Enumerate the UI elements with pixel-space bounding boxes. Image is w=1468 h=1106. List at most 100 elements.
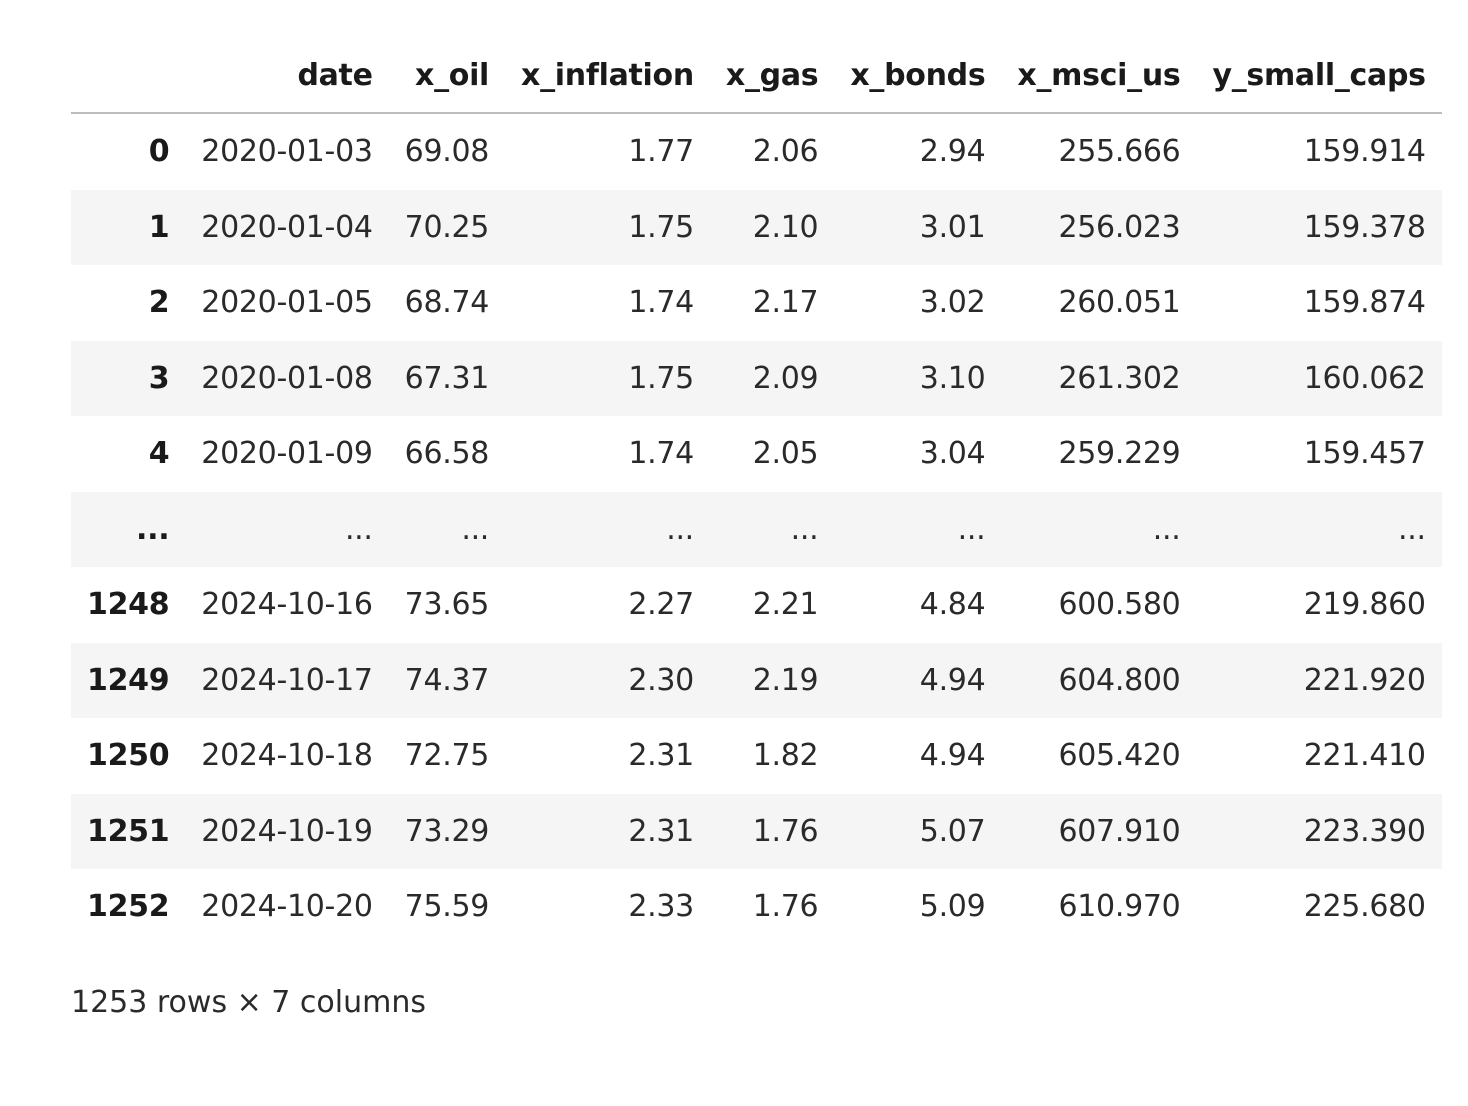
cell-x-bonds: 4.84 [919, 587, 986, 623]
cell-x-oil: 74.37 [404, 662, 490, 698]
cell-x-gas: 2.10 [752, 209, 819, 245]
cell-x-msci-us: 255.666 [1058, 134, 1181, 170]
cell-x-msci-us: 259.229 [1058, 436, 1181, 472]
cell-x-bonds: 3.04 [919, 436, 986, 472]
cell-y-small-caps: ... [1397, 511, 1426, 547]
cell-x-oil: 73.65 [404, 587, 490, 623]
cell-x-inflation: 2.33 [628, 889, 694, 925]
cell-x-inflation: 1.74 [628, 436, 694, 472]
table-body: 0 2020-01-03 69.08 1.77 2.06 2.94 255.666 159.9… [71, 113, 1442, 945]
cell-x-gas: ... [790, 511, 819, 547]
table-row-ellipsis: ........................ [71, 491, 1442, 567]
cell-x-oil: 66.58 [404, 436, 490, 472]
cell-x-gas: 2.21 [752, 587, 819, 623]
cell-y-small-caps: 160.062 [1303, 360, 1426, 396]
cell-x-inflation: 1.77 [628, 134, 694, 170]
cell-date: 2020-01-03 [201, 134, 373, 170]
cell-x-oil: 70.25 [404, 209, 490, 245]
cell-x-msci-us: ... [1152, 511, 1181, 547]
cell-x-bonds: ... [957, 511, 986, 547]
table-row: 0 2020-01-03 69.08 1.77 2.06 2.94 255.666 159.9… [71, 113, 1442, 190]
cell-x-gas: 1.82 [752, 738, 819, 774]
cell-date: 2020-01-04 [201, 209, 373, 245]
cell-date: 2020-01-09 [201, 436, 373, 472]
cell-x-oil: 69.08 [404, 134, 490, 170]
cell-x-msci-us: 605.420 [1058, 738, 1181, 774]
cell-x-gas: 2.06 [752, 134, 819, 170]
cell-x-inflation: 1.75 [628, 360, 694, 396]
cell-date: 2024-10-17 [201, 662, 373, 698]
cell-y-small-caps: 221.920 [1303, 662, 1426, 698]
cell-date: ... [344, 511, 373, 547]
cell-x-bonds: 5.09 [919, 889, 986, 925]
cell-x-bonds: 2.94 [919, 134, 986, 170]
cell-x-inflation: 2.31 [628, 813, 694, 849]
cell-x-inflation: 1.74 [628, 285, 694, 321]
dataframe-output: date x_oil x_inflation x_gas x_bonds x_m… [71, 38, 1442, 945]
cell-y-small-caps: 221.410 [1303, 738, 1426, 774]
cell-date: 2024-10-19 [201, 813, 373, 849]
cell-date: 2024-10-18 [201, 738, 373, 774]
row-index: 1248 [87, 587, 170, 623]
cell-x-oil: 72.75 [404, 738, 490, 774]
header-x-bonds: x_bonds [834, 38, 1002, 114]
cell-x-msci-us: 260.051 [1058, 285, 1181, 321]
row-index: 2 [148, 285, 170, 321]
cell-x-bonds: 4.94 [919, 738, 986, 774]
cell-x-bonds: 3.01 [919, 209, 986, 245]
cell-y-small-caps: 219.860 [1303, 587, 1426, 623]
cell-date: 2024-10-20 [201, 889, 373, 925]
cell-x-gas: 2.17 [752, 285, 819, 321]
cell-x-msci-us: 610.970 [1058, 889, 1181, 925]
cell-x-bonds: 3.10 [919, 360, 986, 396]
table-row: 4 2020-01-09 66.58 1.74 2.05 3.04 259.229 159.4… [71, 416, 1442, 492]
cell-x-inflation: 2.27 [628, 587, 694, 623]
cell-x-msci-us: 607.910 [1058, 813, 1181, 849]
row-index: 4 [148, 436, 170, 472]
header-x-msci-us: x_msci_us [1001, 38, 1197, 114]
cell-x-gas: 1.76 [752, 889, 819, 925]
cell-y-small-caps: 159.874 [1303, 285, 1426, 321]
cell-x-oil: 68.74 [404, 285, 490, 321]
row-index: 1250 [87, 738, 170, 774]
cell-x-oil: ... [461, 511, 490, 547]
table-row: 1252 2024-10-20 75.59 2.33 1.76 5.09 610.970 22… [71, 869, 1442, 945]
header-y-small-caps: y_small_caps [1196, 38, 1442, 114]
cell-x-msci-us: 256.023 [1058, 209, 1181, 245]
row-index: 1252 [87, 889, 170, 925]
cell-x-gas: 2.19 [752, 662, 819, 698]
header-x-oil: x_oil [388, 38, 506, 114]
table-row: 3 2020-01-08 67.31 1.75 2.09 3.10 261.302 160.0… [71, 340, 1442, 416]
cell-x-msci-us: 600.580 [1058, 587, 1181, 623]
cell-y-small-caps: 159.378 [1303, 209, 1426, 245]
cell-y-small-caps: 159.457 [1303, 436, 1426, 472]
header-x-inflation: x_inflation [505, 38, 710, 114]
header-row: date x_oil x_inflation x_gas x_bonds x_m… [71, 38, 1442, 114]
header-index [71, 38, 186, 114]
table-row: 1251 2024-10-19 73.29 2.31 1.76 5.07 607.910 22… [71, 793, 1442, 869]
cell-x-oil: 73.29 [404, 813, 490, 849]
cell-x-oil: 75.59 [404, 889, 490, 925]
cell-x-inflation: ... [666, 511, 694, 547]
cell-x-msci-us: 604.800 [1058, 662, 1181, 698]
cell-x-oil: 67.31 [404, 360, 490, 396]
row-index: ... [136, 511, 170, 547]
row-index: 1251 [87, 813, 170, 849]
cell-x-bonds: 3.02 [919, 285, 986, 321]
row-index: 1 [148, 209, 170, 245]
cell-x-bonds: 5.07 [919, 813, 986, 849]
header-date: date [185, 38, 389, 114]
cell-date: 2020-01-05 [201, 285, 373, 321]
row-index: 1249 [87, 662, 170, 698]
cell-y-small-caps: 159.914 [1303, 134, 1426, 170]
table-row: 2 2020-01-05 68.74 1.74 2.17 3.02 260.051 159.8… [71, 265, 1442, 341]
cell-x-inflation: 1.75 [628, 209, 694, 245]
dataframe-shape: 1253 rows × 7 columns [71, 985, 426, 1020]
table-row: 1 2020-01-04 70.25 1.75 2.10 3.01 256.023 159.3… [71, 189, 1442, 265]
cell-x-gas: 2.09 [752, 360, 819, 396]
row-index: 3 [148, 360, 170, 396]
table-row: 1248 2024-10-16 73.65 2.27 2.21 4.84 600.580 21… [71, 567, 1442, 643]
cell-x-bonds: 4.94 [919, 662, 986, 698]
dataframe-table: date x_oil x_inflation x_gas x_bonds x_m… [71, 38, 1442, 945]
header-x-gas: x_gas [709, 38, 835, 114]
